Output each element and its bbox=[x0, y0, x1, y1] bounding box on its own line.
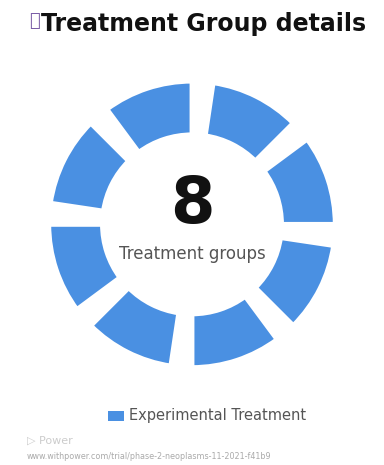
Text: 8: 8 bbox=[170, 174, 214, 236]
Text: Treatment groups: Treatment groups bbox=[119, 245, 265, 263]
Wedge shape bbox=[91, 288, 179, 366]
Text: ▷ Power: ▷ Power bbox=[27, 436, 73, 446]
Wedge shape bbox=[255, 238, 334, 326]
Wedge shape bbox=[205, 83, 293, 161]
Wedge shape bbox=[50, 123, 129, 211]
Text: 👥: 👥 bbox=[29, 12, 40, 30]
Wedge shape bbox=[49, 225, 120, 310]
Text: www.withpower.com/trial/phase-2-neoplasms-11-2021-f41b9: www.withpower.com/trial/phase-2-neoplasm… bbox=[27, 452, 271, 461]
Text: Experimental Treatment: Experimental Treatment bbox=[129, 408, 306, 423]
Wedge shape bbox=[192, 296, 277, 367]
Wedge shape bbox=[107, 81, 192, 153]
Wedge shape bbox=[264, 139, 335, 225]
Text: Treatment Group details: Treatment Group details bbox=[41, 12, 366, 36]
